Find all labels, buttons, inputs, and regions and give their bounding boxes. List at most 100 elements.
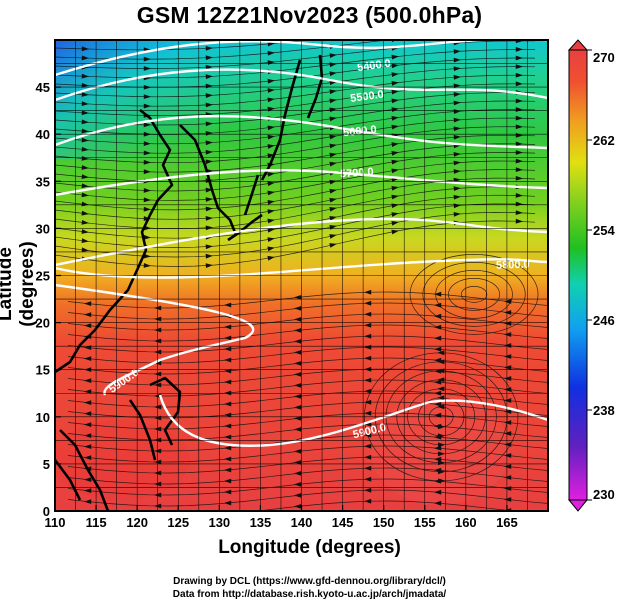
wind-arrow <box>453 92 461 97</box>
streamline <box>67 412 548 430</box>
wind-arrow <box>81 119 89 125</box>
wind-arrow <box>224 456 232 462</box>
wind-arrow <box>81 238 89 243</box>
streamline <box>67 346 548 364</box>
wind-arrow <box>81 174 89 180</box>
wind-arrow <box>267 78 275 84</box>
wind-arrow <box>143 122 151 128</box>
wind-arrow <box>504 398 512 403</box>
y-axis-ticks: 0 5 10 15 20 25 30 35 40 45 <box>36 80 61 519</box>
wind-arrow <box>515 175 523 181</box>
streamline <box>55 40 392 60</box>
wind-arrow <box>364 476 372 482</box>
wind-arrow <box>143 206 151 212</box>
wind-arrow <box>504 299 512 304</box>
wind-arrow <box>392 29 399 34</box>
wind-arrow <box>267 88 275 93</box>
wind-arrow <box>391 229 399 235</box>
wind-arrow <box>434 335 442 341</box>
wind-arrow <box>205 140 213 146</box>
contour-label-5800: 5800.0 <box>496 259 530 272</box>
x-tick-label: 150 <box>373 515 395 530</box>
wind-arrow <box>391 168 399 174</box>
wind-arrow <box>81 55 89 61</box>
wind-arrow <box>329 161 337 167</box>
wind-arrow <box>453 126 461 132</box>
wind-arrow <box>205 121 213 127</box>
wind-arrow <box>267 125 275 131</box>
wind-arrow <box>205 102 213 108</box>
wind-arrow <box>434 379 442 385</box>
y-tick-label: 0 <box>43 504 50 519</box>
wind-arrow <box>81 92 89 97</box>
streamline <box>67 379 548 397</box>
wind-arrow <box>224 489 232 495</box>
wind-arrow <box>267 181 275 187</box>
wind-arrow <box>329 197 337 203</box>
wind-arrow <box>364 366 372 372</box>
wind-arrow <box>143 94 151 100</box>
wind-arrow <box>81 247 89 253</box>
wind-arrow <box>143 263 151 268</box>
y-tick-label: 5 <box>43 457 50 472</box>
wind-arrow <box>329 89 337 95</box>
wind-arrow <box>504 475 512 480</box>
wind-arrow <box>329 206 337 212</box>
wind-arrow <box>434 346 442 352</box>
wind-arrow <box>205 93 213 98</box>
wind-arrow <box>364 498 372 504</box>
x-tick-label: 110 <box>45 515 66 530</box>
height-contours <box>55 40 548 447</box>
wind-arrow <box>329 234 337 239</box>
streamline <box>67 324 548 342</box>
wind-arrow <box>434 456 442 462</box>
wind-arrow <box>294 427 302 432</box>
wind-arrow <box>224 357 232 363</box>
wind-arrow <box>294 493 302 498</box>
wind-arrow <box>267 41 275 47</box>
wind-arrow <box>515 64 523 70</box>
y-tick-label: 20 <box>36 316 50 331</box>
wind-arrow <box>294 394 302 399</box>
contour-5600 <box>55 114 548 150</box>
streamline <box>67 489 548 507</box>
wind-arrow <box>434 445 442 451</box>
coastlines <box>55 54 324 511</box>
wind-arrow <box>224 346 232 352</box>
wind-arrow <box>224 379 232 385</box>
streamline <box>67 445 548 463</box>
wind-arrow <box>143 150 151 156</box>
wind-arrow <box>205 197 213 202</box>
wind-arrow <box>205 130 213 136</box>
contour-label-5500: 5500.0 <box>350 88 385 105</box>
wind-arrow <box>504 332 512 337</box>
wind-arrow <box>267 172 275 177</box>
wind-arrow <box>205 225 213 231</box>
wind-arrow <box>205 216 213 221</box>
wind-arrow <box>294 317 302 322</box>
wind-arrow <box>434 302 442 308</box>
wind-arrow <box>329 116 337 122</box>
wind-arrow <box>504 376 512 381</box>
circulation-streamline <box>460 285 488 303</box>
wind-arrow <box>294 306 302 311</box>
wind-arrow <box>391 72 399 78</box>
wind-arrow <box>294 339 302 344</box>
wind-arrow <box>364 311 372 317</box>
wind-arrow <box>81 165 89 170</box>
wind-arrow <box>81 137 89 143</box>
wind-arrow <box>364 465 372 471</box>
wind-arrow <box>391 115 399 121</box>
wind-arrow <box>453 186 461 192</box>
contour-label-5600: 5600.0 <box>343 124 378 139</box>
wind-arrow <box>81 210 89 216</box>
wind-arrow <box>329 216 337 221</box>
wind-arrow <box>515 158 523 164</box>
wind-arrow <box>504 354 512 359</box>
x-tick-label: 130 <box>208 515 230 530</box>
wind-arrow <box>515 193 523 198</box>
wind-arrow <box>515 98 523 104</box>
wind-arrow <box>453 66 461 72</box>
wind-arrow <box>434 324 442 330</box>
wind-arrow <box>364 333 372 339</box>
